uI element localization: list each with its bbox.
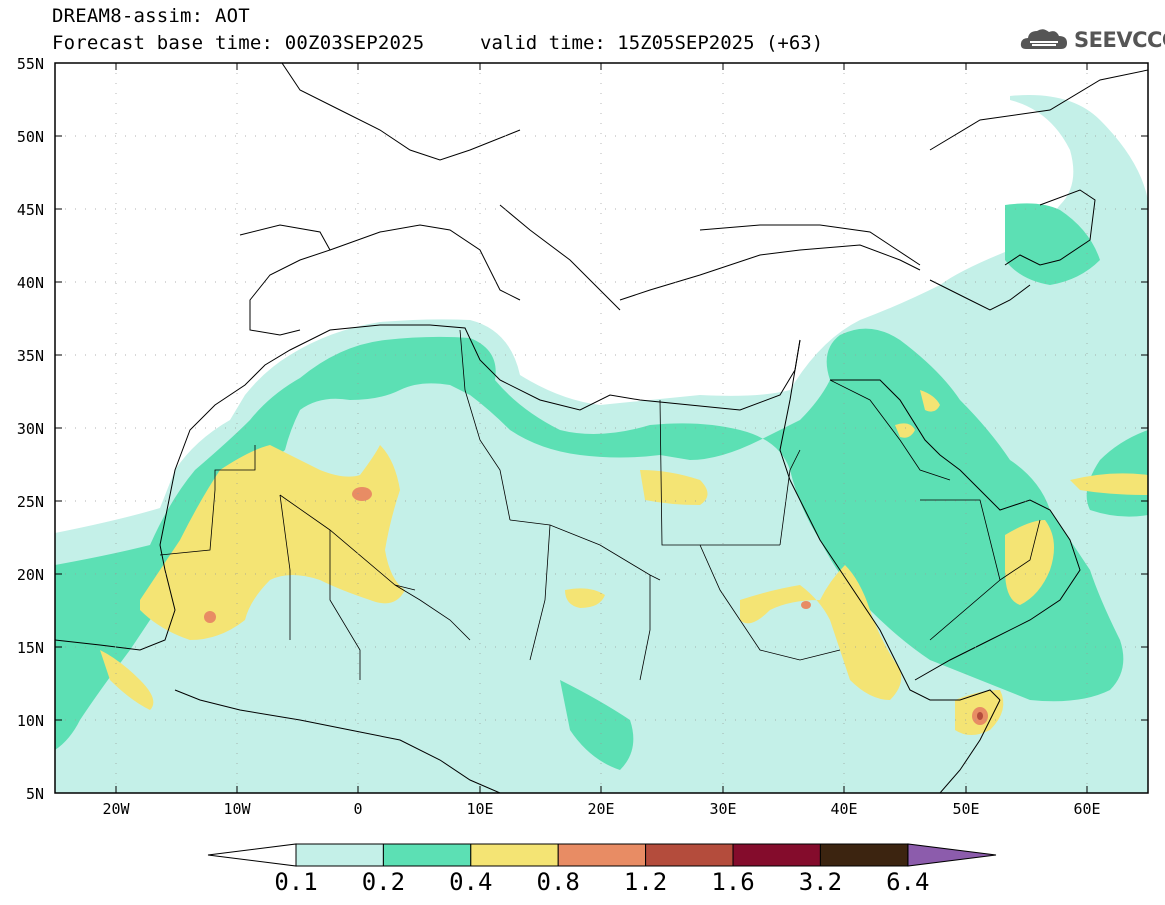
lon-label-20e: 20E xyxy=(587,800,615,818)
map-title: DREAM8-assim: AOT xyxy=(52,5,250,27)
colorbar-box-1 xyxy=(382,843,472,867)
lat-label-50n: 50N xyxy=(16,128,44,146)
coastlines xyxy=(55,63,1148,793)
colorbar-box-5 xyxy=(732,843,821,867)
aot-band-0-2 xyxy=(55,203,1148,770)
colorbar-label: 0.4 xyxy=(449,868,493,896)
forecast-base-time: Forecast base time: 00Z03SEP2025 xyxy=(52,32,425,54)
colorbar-box-0 xyxy=(295,843,384,867)
colorbar-box-6 xyxy=(819,843,909,867)
colorbar-box-4 xyxy=(645,843,734,867)
lat-label-35n: 35N xyxy=(16,347,44,365)
lat-label-55n: 55N xyxy=(16,55,44,73)
logo-text: SEEVCCC xyxy=(1074,28,1165,52)
lat-label-30n: 30N xyxy=(16,420,44,438)
colorbar-box-3 xyxy=(557,843,647,867)
colorbar-label: 3.2 xyxy=(798,868,843,896)
lat-label-45n: 45N xyxy=(16,201,44,219)
lon-label-40e: 40E xyxy=(830,800,858,818)
colorbar-box-2 xyxy=(470,843,559,867)
colorbar-label: 0.1 xyxy=(274,868,318,896)
axis-ticks xyxy=(55,62,1148,794)
lat-label-15n: 15N xyxy=(16,639,44,657)
lon-label-10w: 10W xyxy=(223,800,251,818)
country-borders xyxy=(159,329,1041,681)
lat-label-20n: 20N xyxy=(16,566,44,584)
aot-band-1-2 xyxy=(977,712,983,720)
lon-label-0: 0 xyxy=(353,800,363,818)
lat-label-40n: 40N xyxy=(16,274,44,292)
colorbar-low-arrow xyxy=(207,843,297,867)
lon-label-10e: 10E xyxy=(466,800,494,818)
colorbar-label: 0.8 xyxy=(536,868,580,896)
lon-label-20w: 20W xyxy=(102,800,130,818)
lat-label-5n: 5N xyxy=(25,785,44,803)
colorbar-label: 1.6 xyxy=(711,868,755,896)
aot-band-0-4 xyxy=(100,390,1148,735)
lon-label-50e: 50E xyxy=(952,800,980,818)
lon-label-30e: 30E xyxy=(709,800,737,818)
colorbar-label: 0.2 xyxy=(361,868,406,896)
colorbar-high-arrow xyxy=(907,843,997,867)
valid-time: valid time: 15Z05SEP2025 (+63) xyxy=(480,32,824,54)
lat-label-25n: 25N xyxy=(16,493,44,511)
lat-label-10n: 10N xyxy=(16,712,44,730)
colorbar-label: 1.2 xyxy=(623,868,668,896)
seevccc-logo: SEEVCCC xyxy=(1018,24,1165,56)
cloud-icon xyxy=(1020,29,1067,49)
colorbar-label: 6.4 xyxy=(886,868,930,896)
lon-label-60e: 60E xyxy=(1073,800,1101,818)
